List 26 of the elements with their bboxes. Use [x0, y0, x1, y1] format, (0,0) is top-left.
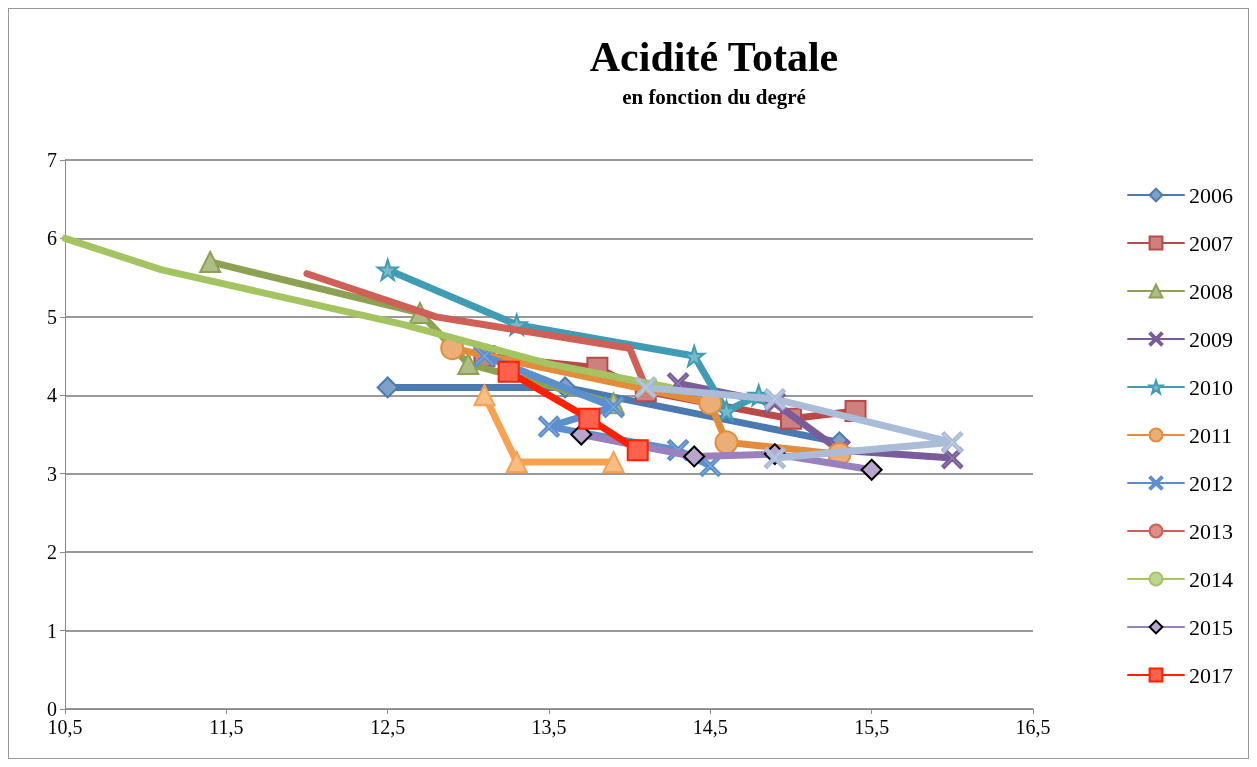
x-tick-label: 16,5 [1015, 716, 1051, 738]
legend-label: 2008 [1189, 278, 1233, 304]
y-tick-label: 3 [47, 462, 57, 485]
legend-label: 2011 [1189, 422, 1233, 448]
y-tick-label: 7 [47, 149, 57, 171]
y-tick-label: 1 [47, 619, 57, 642]
x-tick-label: 15,5 [854, 716, 890, 738]
chart-title: Acidité Totale [589, 34, 839, 80]
y-tick-label: 6 [47, 227, 57, 250]
x-tick-label: 11,5 [209, 716, 244, 738]
chart-subtitle: en fonction du degré [622, 84, 806, 109]
legend-label: 2006 [1189, 182, 1233, 208]
y-tick-label: 5 [47, 305, 57, 328]
legend-label: 2007 [1189, 230, 1233, 256]
y-tick-label: 4 [47, 384, 57, 407]
legend-label: 2017 [1189, 662, 1233, 688]
y-tick-label: 2 [47, 541, 57, 564]
legend-label: 2009 [1189, 326, 1233, 352]
legend-label: 2012 [1189, 470, 1233, 496]
x-tick-label: 13,5 [531, 716, 567, 738]
legend-label: 2013 [1189, 518, 1233, 544]
x-tick-label: 14,5 [692, 716, 728, 738]
legend-label: 2015 [1189, 614, 1233, 640]
legend-label: 2010 [1189, 374, 1233, 400]
x-tick-label: 12,5 [370, 716, 406, 738]
legend-label: 2014 [1189, 566, 1233, 592]
